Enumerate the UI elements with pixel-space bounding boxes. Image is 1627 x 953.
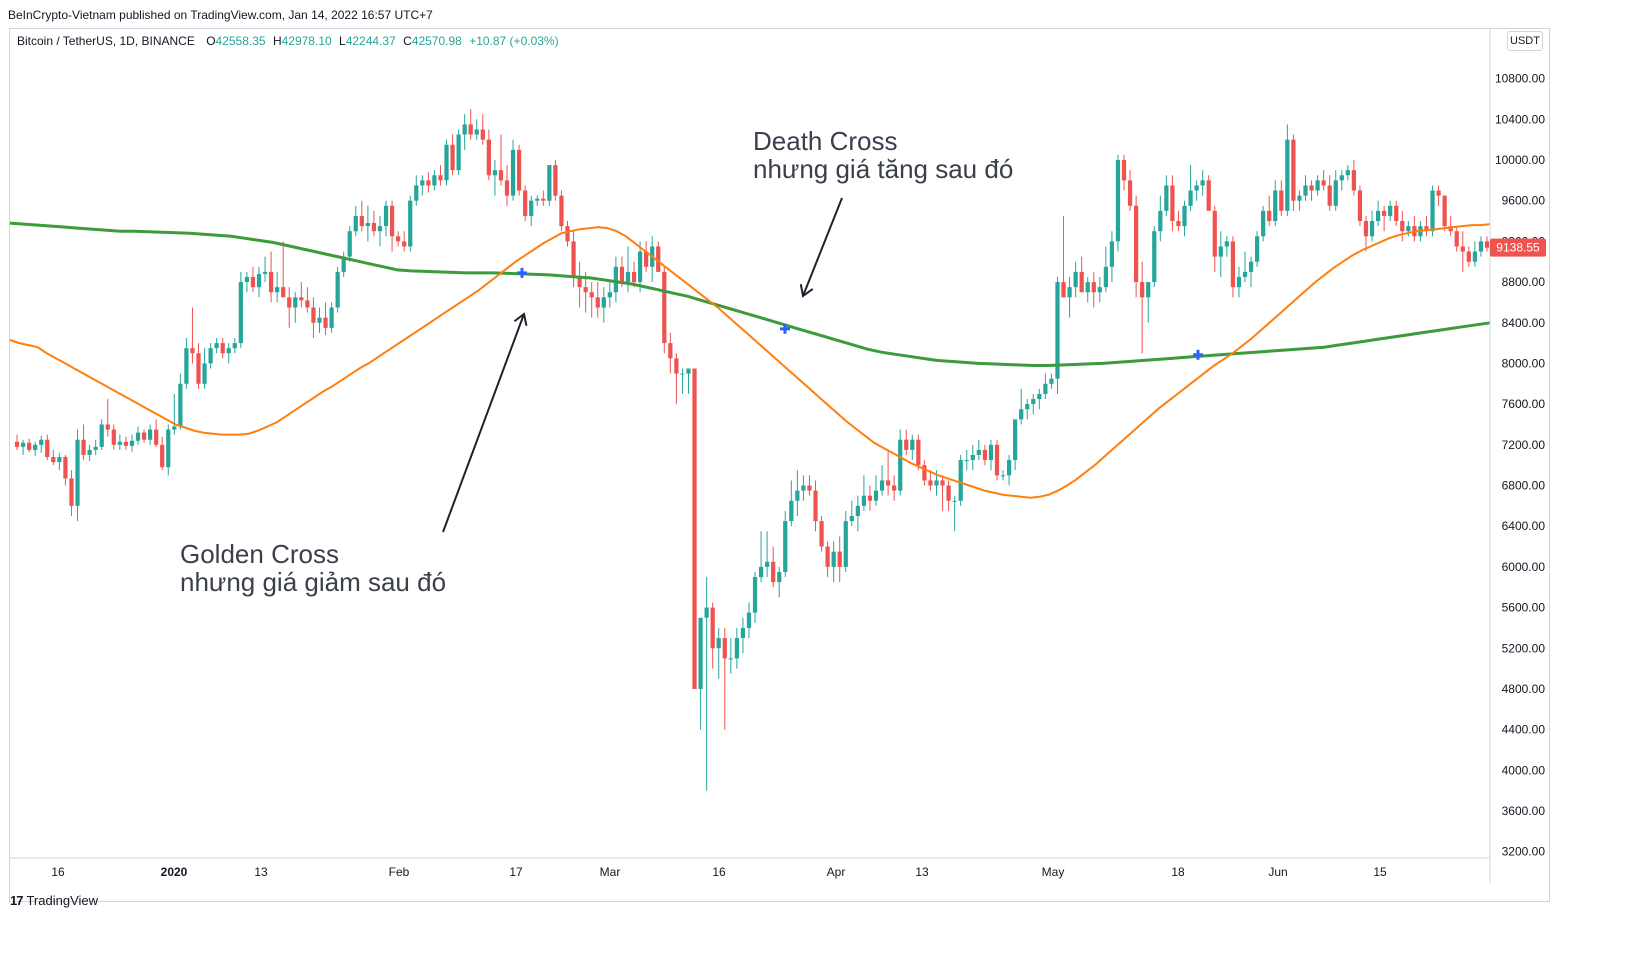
change-value: +10.87 (+0.03%) [469, 34, 559, 48]
symbol-legend: Bitcoin / TetherUS, 1D, BINANCE O42558.3… [17, 34, 563, 48]
open-label: O [206, 34, 216, 48]
tradingview-logo-icon: 17 [10, 893, 24, 908]
close-value: 42570.98 [411, 34, 462, 48]
high-value: 42978.10 [281, 34, 332, 48]
open-value: 42558.35 [215, 34, 266, 48]
footer-brand[interactable]: TradingView [26, 893, 99, 908]
publisher-line: BeInCrypto-Vietnam published on TradingV… [8, 8, 433, 22]
low-label: L [339, 34, 346, 48]
high-label: H [272, 34, 282, 48]
currency-badge[interactable]: USDT [1507, 31, 1543, 51]
chart-frame[interactable] [9, 28, 1550, 902]
close-label: C [403, 34, 412, 48]
low-value: 42244.37 [345, 34, 396, 48]
footer: 17 TradingView [10, 893, 98, 908]
symbol-title[interactable]: Bitcoin / TetherUS, 1D, BINANCE [17, 34, 195, 48]
